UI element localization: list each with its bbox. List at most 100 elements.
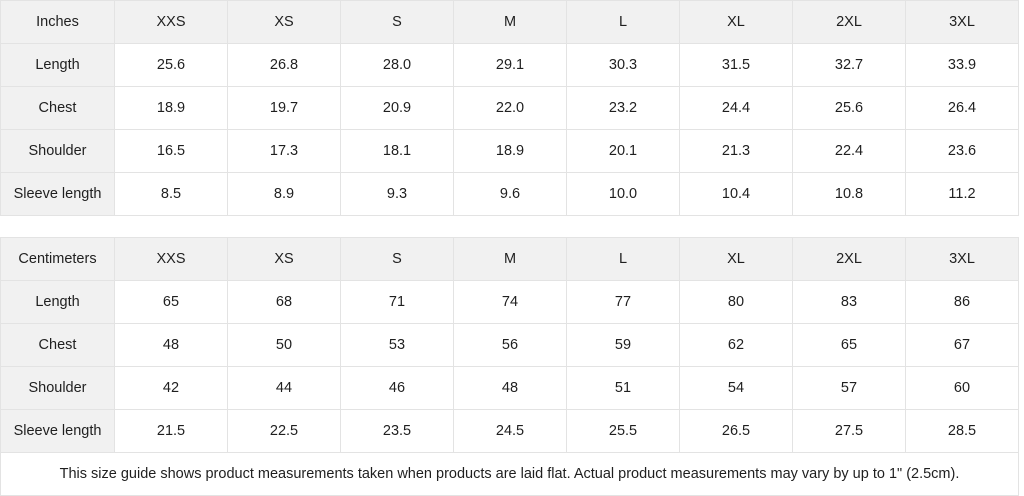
row-label-length: Length	[0, 280, 115, 324]
cell: 68	[227, 280, 341, 324]
cell: 23.5	[340, 409, 454, 453]
cell: 83	[792, 280, 906, 324]
column-header-s: S	[340, 0, 454, 44]
cell: 77	[566, 280, 680, 324]
cell: 24.4	[679, 86, 793, 130]
cell: 27.5	[792, 409, 906, 453]
row-label-shoulder: Shoulder	[0, 366, 115, 410]
cell: 42	[114, 366, 228, 410]
column-header-xl: XL	[679, 0, 793, 44]
cell: 19.7	[227, 86, 341, 130]
centimeters-table-header: Centimeters XXS XS S M L XL 2XL 3XL	[0, 237, 1019, 281]
centimeters-size-table: Centimeters XXS XS S M L XL 2XL 3XL Leng…	[0, 237, 1019, 496]
cell: 51	[566, 366, 680, 410]
cell: 20.9	[340, 86, 454, 130]
cell: 67	[905, 323, 1019, 367]
cell: 17.3	[227, 129, 341, 173]
cell: 44	[227, 366, 341, 410]
table-row: Chest 18.9 19.7 20.9 22.0 23.2 24.4 25.6…	[0, 86, 1019, 130]
row-label-chest: Chest	[0, 323, 115, 367]
column-header-xs: XS	[227, 0, 341, 44]
cell: 25.5	[566, 409, 680, 453]
cell: 8.9	[227, 172, 341, 216]
row-label-chest: Chest	[0, 86, 115, 130]
cell: 31.5	[679, 43, 793, 87]
row-label-length: Length	[0, 43, 115, 87]
cell: 9.3	[340, 172, 454, 216]
cell: 23.6	[905, 129, 1019, 173]
column-header-xxs: XXS	[114, 237, 228, 281]
cell: 57	[792, 366, 906, 410]
table-separator	[0, 216, 1024, 237]
cell: 22.4	[792, 129, 906, 173]
column-header-xxs: XXS	[114, 0, 228, 44]
cell: 18.9	[114, 86, 228, 130]
cell: 26.5	[679, 409, 793, 453]
cell: 16.5	[114, 129, 228, 173]
table-header-row: Inches XXS XS S M L XL 2XL 3XL	[0, 0, 1019, 44]
cell: 18.9	[453, 129, 567, 173]
column-header-3xl: 3XL	[905, 0, 1019, 44]
cell: 59	[566, 323, 680, 367]
column-header-m: M	[453, 0, 567, 44]
cell: 20.1	[566, 129, 680, 173]
cell: 18.1	[340, 129, 454, 173]
column-header-l: L	[566, 237, 680, 281]
table-row: Sleeve length 21.5 22.5 23.5 24.5 25.5 2…	[0, 409, 1019, 453]
cell: 10.4	[679, 172, 793, 216]
cell: 10.8	[792, 172, 906, 216]
column-header-3xl: 3XL	[905, 237, 1019, 281]
inches-unit-header: Inches	[0, 0, 115, 44]
cell: 56	[453, 323, 567, 367]
cell: 71	[340, 280, 454, 324]
size-guide-footer-note: This size guide shows product measuremen…	[0, 452, 1019, 496]
table-row: Length 25.6 26.8 28.0 29.1 30.3 31.5 32.…	[0, 43, 1019, 87]
cell: 32.7	[792, 43, 906, 87]
size-guide-footer-row: This size guide shows product measuremen…	[0, 452, 1019, 496]
cell: 22.5	[227, 409, 341, 453]
cell: 80	[679, 280, 793, 324]
cell: 62	[679, 323, 793, 367]
cell: 26.4	[905, 86, 1019, 130]
cell: 26.8	[227, 43, 341, 87]
cell: 33.9	[905, 43, 1019, 87]
cell: 22.0	[453, 86, 567, 130]
column-header-s: S	[340, 237, 454, 281]
cell: 9.6	[453, 172, 567, 216]
row-label-shoulder: Shoulder	[0, 129, 115, 173]
inches-table-body: Length 25.6 26.8 28.0 29.1 30.3 31.5 32.…	[0, 43, 1019, 216]
cell: 25.6	[792, 86, 906, 130]
row-label-sleeve-length: Sleeve length	[0, 172, 115, 216]
cell: 74	[453, 280, 567, 324]
column-header-l: L	[566, 0, 680, 44]
cell: 21.5	[114, 409, 228, 453]
table-row: Shoulder 42 44 46 48 51 54 57 60	[0, 366, 1019, 410]
cell: 24.5	[453, 409, 567, 453]
cell: 28.0	[340, 43, 454, 87]
cell: 28.5	[905, 409, 1019, 453]
table-header-row: Centimeters XXS XS S M L XL 2XL 3XL	[0, 237, 1019, 281]
column-header-m: M	[453, 237, 567, 281]
cell: 65	[114, 280, 228, 324]
cell: 53	[340, 323, 454, 367]
cell: 86	[905, 280, 1019, 324]
cell: 30.3	[566, 43, 680, 87]
cell: 29.1	[453, 43, 567, 87]
table-row: Chest 48 50 53 56 59 62 65 67	[0, 323, 1019, 367]
table-row: Shoulder 16.5 17.3 18.1 18.9 20.1 21.3 2…	[0, 129, 1019, 173]
cell: 48	[453, 366, 567, 410]
inches-table-header: Inches XXS XS S M L XL 2XL 3XL	[0, 0, 1019, 44]
row-label-sleeve-length: Sleeve length	[0, 409, 115, 453]
column-header-2xl: 2XL	[792, 237, 906, 281]
centimeters-table-body: Length 65 68 71 74 77 80 83 86 Chest 48 …	[0, 280, 1019, 496]
cell: 23.2	[566, 86, 680, 130]
table-row: Sleeve length 8.5 8.9 9.3 9.6 10.0 10.4 …	[0, 172, 1019, 216]
column-header-xs: XS	[227, 237, 341, 281]
cell: 46	[340, 366, 454, 410]
table-row: Length 65 68 71 74 77 80 83 86	[0, 280, 1019, 324]
column-header-xl: XL	[679, 237, 793, 281]
inches-size-table: Inches XXS XS S M L XL 2XL 3XL Length 25…	[0, 0, 1019, 216]
cell: 60	[905, 366, 1019, 410]
cell: 48	[114, 323, 228, 367]
